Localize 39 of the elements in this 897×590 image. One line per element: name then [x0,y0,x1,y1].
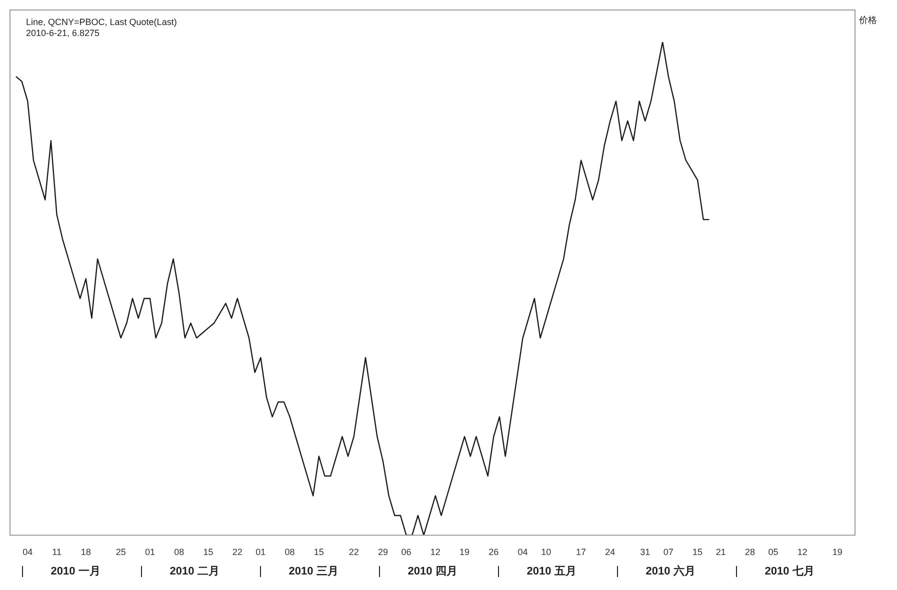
x-tick-label: 29 [378,547,388,558]
x-tick-label: 05 [768,547,778,558]
x-tick-label: 17 [576,547,586,558]
x-tick-label: 22 [348,547,359,558]
x-tick-label: 11 [52,547,62,558]
x-tick-label: 12 [797,547,808,558]
x-tick-label: 28 [744,547,755,558]
text: 2010 一月 [50,566,100,578]
text: 2010 三月 [288,566,338,578]
x-tick-label: 18 [80,547,91,558]
x-tick-label: 01 [144,547,155,558]
x-tick-label: 21 [716,547,726,558]
y-axis-title: 价格 [858,14,877,25]
x-tick-label: 19 [460,547,470,558]
text: 2010 二月 [170,566,220,578]
x-tick-label: 10 [541,547,552,558]
text: 2010 七月 [764,564,814,578]
x-tick-label: 15 [692,547,703,558]
x-tick-label: 31 [640,547,650,558]
x-tick-label: 06 [401,547,412,558]
text: 2010 六月 [646,564,696,578]
x-tick-label: 04 [22,547,33,558]
x-tick-label: 04 [518,547,528,558]
chart-title: Line, QCNY=PBOC, Last Quote(Last) [26,16,177,27]
x-tick-label: 15 [314,547,324,558]
x-tick-label: 15 [203,547,214,558]
text: 2010 四月 [408,566,458,578]
x-tick-label: 24 [605,547,616,558]
x-tick-label: 26 [488,547,499,558]
x-tick-label: 25 [116,547,126,558]
x-tick-label: 19 [832,547,842,558]
text: 2010-6-21, 6.8275 [26,28,100,38]
x-tick-label: 08 [284,547,295,558]
x-tick-label: 07 [663,547,674,558]
x-tick-label: 08 [174,547,184,558]
x-tick-label: 12 [430,547,440,558]
x-tick-label: 01 [256,547,266,558]
x-tick-label: 22 [232,547,242,558]
text: 2010 五月 [526,566,576,578]
